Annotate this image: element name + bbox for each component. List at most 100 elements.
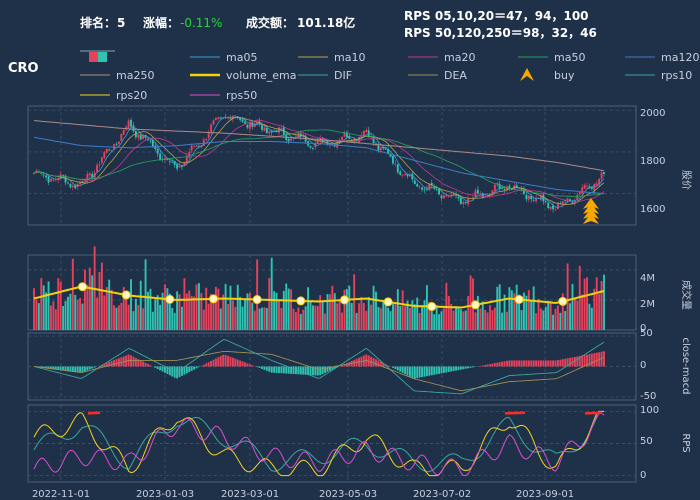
candle-body	[326, 140, 329, 145]
candle-body	[210, 124, 213, 132]
rps-tick-0: 0	[640, 470, 646, 481]
volume-bar	[450, 304, 453, 330]
candle-body	[241, 119, 244, 122]
candle-body	[171, 161, 174, 163]
legend-ma10-label: ma10	[334, 51, 365, 64]
volume-bar	[98, 271, 101, 330]
macd-hist-bar	[484, 364, 487, 367]
candle-body	[362, 130, 365, 137]
macd-hist-bar	[377, 360, 380, 367]
volume-bar	[181, 306, 183, 330]
macd-dea-line	[33, 350, 605, 392]
candle-body	[491, 190, 494, 194]
macd-hist-bar	[554, 360, 557, 367]
candle-body	[535, 197, 538, 202]
candle-body	[110, 150, 113, 152]
macd-hist-bar	[399, 366, 402, 372]
volume-bar	[542, 310, 545, 330]
volume-bar	[552, 314, 555, 330]
candle-body	[86, 173, 89, 181]
volume-bar	[292, 308, 295, 330]
macd-hist-bar	[479, 365, 482, 367]
volume-highlight-dot	[470, 300, 480, 310]
volume-bar	[421, 306, 424, 330]
candle-body	[130, 119, 132, 127]
macd-hist-bar	[433, 366, 436, 375]
candle-body	[74, 184, 77, 189]
candle-body	[151, 139, 154, 147]
candle-body	[365, 129, 368, 132]
candle-body	[544, 200, 547, 202]
volume-bar	[96, 297, 99, 330]
rps-peak-highlight	[87, 411, 101, 415]
candle-body	[556, 203, 559, 209]
candle-body	[578, 191, 581, 195]
macd-hist-bar	[130, 355, 132, 367]
candle-body	[418, 186, 421, 188]
candle-body	[399, 171, 402, 175]
macd-hist-bar	[452, 366, 455, 372]
volume-bar	[219, 308, 222, 330]
candle-body	[510, 188, 513, 191]
macd-hist-bar	[64, 366, 67, 371]
candle-body	[270, 130, 273, 133]
volume-bar	[137, 305, 140, 330]
volume-bar	[57, 278, 60, 330]
macd-hist-bar	[442, 366, 445, 373]
macd-hist-bar	[324, 366, 327, 373]
candle-body	[508, 185, 511, 188]
macd-hist-bar	[248, 364, 251, 367]
legend-kline-down	[98, 52, 107, 62]
candle-body	[542, 194, 545, 202]
macd-hist-bar	[159, 366, 162, 371]
volume-bar	[387, 307, 390, 330]
volume-bar	[365, 310, 368, 330]
volume-bar	[530, 300, 533, 330]
volume-bar	[328, 294, 331, 330]
volume-bar	[392, 302, 394, 330]
volume-bar	[455, 306, 457, 330]
macd-hist-bar	[47, 366, 50, 369]
macd-hist-bar	[110, 361, 113, 367]
macd-hist-bar	[593, 353, 596, 367]
macd-hist-bar	[472, 366, 474, 368]
macd-hist-bar	[45, 366, 48, 369]
volume-bar	[217, 288, 220, 330]
volume-bar	[161, 292, 164, 330]
volume-bar	[326, 294, 329, 330]
macd-tick-neg50: -50	[640, 391, 656, 402]
volume-bar	[285, 283, 288, 330]
candle-body	[442, 195, 445, 199]
macd-hist-bar	[149, 365, 152, 367]
candle-body	[137, 134, 140, 138]
volume-bar	[336, 303, 339, 330]
volume-bar	[355, 312, 358, 330]
volume-bar	[108, 279, 111, 330]
macd-hist-bar	[113, 360, 115, 367]
volume-bar	[265, 308, 268, 330]
candle-body	[156, 148, 159, 154]
candle-body	[105, 148, 108, 153]
volume-bar	[229, 285, 232, 330]
macd-hist-bar	[498, 362, 501, 367]
macd-hist-bar	[299, 366, 302, 375]
volume-bar	[62, 305, 65, 330]
candle-body	[214, 117, 217, 121]
macd-hist-bar	[319, 366, 322, 376]
candle-body	[377, 144, 380, 151]
volume-bar	[212, 299, 215, 330]
volume-bar	[474, 312, 477, 330]
volume-bar	[319, 295, 322, 330]
volume-bar	[275, 292, 278, 330]
volume-bar	[151, 311, 154, 330]
volume-bar	[139, 280, 142, 330]
volume-bar	[462, 311, 465, 330]
candle-body	[265, 127, 268, 134]
volume-bar	[367, 296, 370, 330]
candle-body	[430, 182, 433, 186]
volume-bar	[190, 295, 193, 330]
macd-hist-bar	[462, 366, 465, 370]
candle-body	[440, 195, 443, 199]
macd-hist-bar	[440, 366, 443, 374]
